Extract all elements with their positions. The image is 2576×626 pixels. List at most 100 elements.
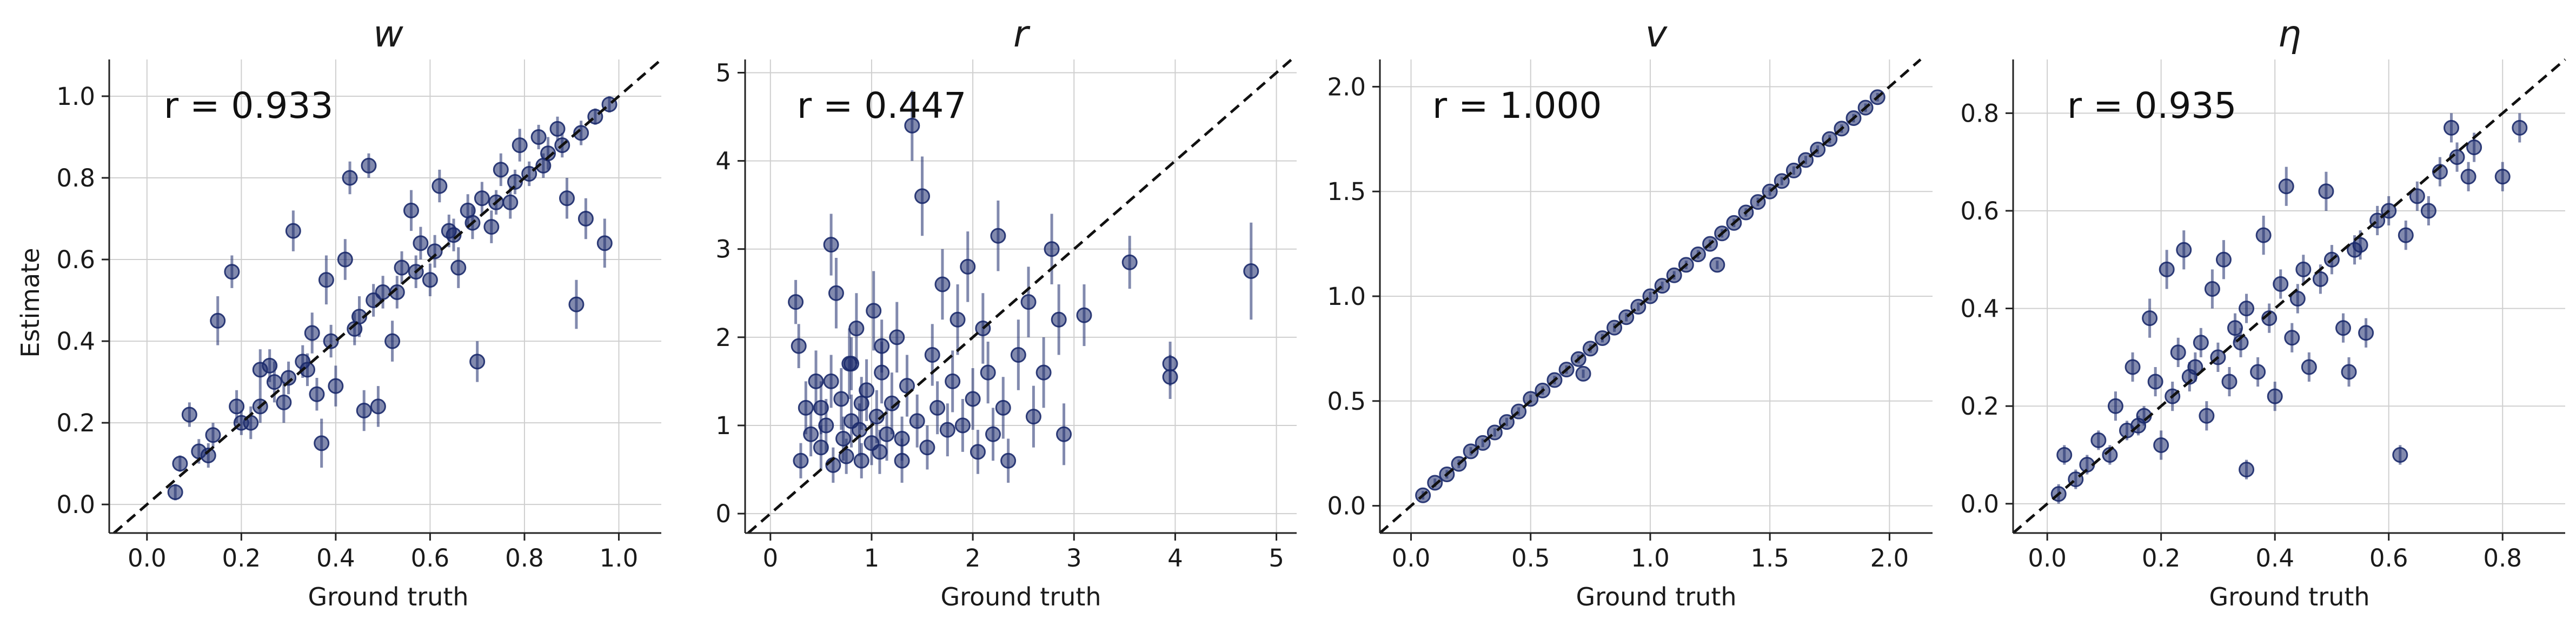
data-point: [828, 285, 844, 301]
data-point: [945, 373, 961, 389]
data-point: [389, 284, 405, 300]
data-point: [2341, 364, 2357, 380]
data-point: [347, 321, 363, 337]
data-point: [1025, 409, 1041, 425]
data-point: [2301, 359, 2317, 375]
data-point: [1051, 311, 1067, 328]
data-point: [844, 356, 860, 372]
data-point: [181, 407, 197, 423]
data-point: [300, 362, 316, 378]
data-point: [914, 188, 931, 204]
x-axis-label: Ground truth: [1576, 582, 1736, 611]
data-point: [167, 484, 183, 500]
data-point: [384, 333, 401, 349]
data-point: [853, 452, 869, 469]
x-tick-label: 0.6: [411, 544, 450, 572]
data-point: [205, 427, 221, 443]
data-point: [2443, 119, 2459, 136]
data-point: [577, 211, 594, 227]
x-tick-label: 0.0: [2028, 544, 2067, 572]
y-tick-label: 0.0: [1327, 492, 1366, 521]
data-point: [370, 398, 386, 415]
data-point: [930, 399, 946, 416]
data-point: [2420, 203, 2436, 219]
y-tick-label: 4: [715, 147, 731, 176]
data-point: [2239, 462, 2255, 478]
data-point: [2124, 359, 2141, 375]
data-point: [2267, 388, 2283, 404]
data-point: [954, 417, 971, 434]
data-point: [866, 303, 882, 319]
data-point: [995, 399, 1011, 416]
x-tick-label: 0.8: [2483, 544, 2522, 572]
data-point: [1044, 241, 1060, 257]
data-point: [2392, 447, 2408, 463]
panel-eta: η r = 0.935 Ground truth 0.0 0.2 0.4 0.6 0.8…: [1960, 13, 2566, 611]
x-tick-label: 2.0: [1870, 544, 1909, 572]
data-point: [818, 417, 834, 434]
y-tick-label: 0.5: [1327, 387, 1366, 416]
panel-w: w r = 0.933 Ground truth 0.0 0.2 0.4 0.6 0.8…: [56, 13, 662, 611]
data-point: [950, 311, 966, 328]
y-tick-label: 0.8: [56, 164, 95, 192]
data-point: [507, 174, 523, 190]
x-tick-label: 0.0: [1392, 544, 1431, 572]
data-point: [2176, 242, 2192, 258]
data-point: [2193, 335, 2209, 351]
data-point: [285, 223, 301, 239]
data-point: [939, 422, 955, 438]
data-point: [909, 413, 925, 429]
data-point: [965, 391, 981, 407]
data-point: [573, 125, 589, 141]
x-tick-label: 1: [864, 544, 880, 572]
data-point: [894, 452, 910, 469]
data-point: [596, 235, 613, 251]
data-point: [1575, 365, 1591, 382]
data-point: [1162, 369, 1178, 385]
data-point: [2142, 310, 2158, 327]
y-tick-label: 5: [715, 58, 731, 87]
data-point: [413, 235, 429, 251]
data-point: [281, 370, 297, 386]
y-tick-label: 0.6: [1960, 197, 1999, 225]
data-point: [474, 190, 490, 207]
data-point: [200, 448, 216, 464]
x-axis-label: Ground truth: [940, 582, 1101, 611]
x-tick-label: 1.0: [1631, 544, 1670, 572]
x-tick-label: 1.0: [600, 544, 639, 572]
data-point: [1000, 452, 1017, 469]
data-point: [853, 395, 869, 411]
data-point: [2090, 432, 2107, 448]
data-point: [2215, 251, 2232, 268]
x-tick-label: 0.5: [1511, 544, 1550, 572]
data-point: [2358, 325, 2374, 341]
data-point: [2273, 276, 2289, 292]
data-point: [879, 426, 895, 442]
panel-v: v r = 1.000 Ground truth 0.0 0.5 1.0 1.5 2.0…: [1327, 13, 1933, 611]
data-point: [2199, 408, 2215, 424]
correlation-annotation: r = 0.447: [797, 85, 966, 126]
data-point: [791, 338, 807, 354]
data-point: [361, 157, 377, 174]
data-point: [328, 378, 344, 394]
data-point: [2409, 188, 2425, 204]
data-point: [502, 194, 519, 210]
panel-title: r: [1013, 13, 1031, 56]
data-point: [859, 382, 875, 398]
x-tick-label: 4: [1167, 544, 1183, 572]
data-point: [535, 157, 552, 174]
data-point: [970, 444, 986, 460]
data-point: [874, 338, 890, 354]
x-tick-label: 3: [1066, 544, 1082, 572]
x-tick-label: 0.2: [2142, 544, 2181, 572]
data-point: [469, 354, 486, 370]
data-point: [356, 402, 372, 418]
data-point: [427, 243, 443, 259]
data-point: [960, 258, 976, 275]
y-tick-label: 0.8: [1960, 99, 1999, 128]
data-point: [559, 190, 575, 207]
data-point: [2347, 242, 2363, 258]
x-axis-label: Ground truth: [2209, 582, 2369, 611]
y-tick-label: 0.0: [1960, 490, 1999, 518]
data-point: [2295, 261, 2312, 277]
